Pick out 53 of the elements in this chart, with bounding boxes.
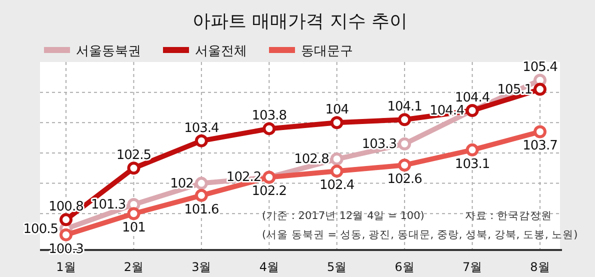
x-tick-label: 2월	[124, 260, 144, 274]
data-label: 104	[325, 102, 349, 118]
data-label: 103.7	[522, 138, 558, 154]
point	[60, 213, 72, 226]
data-label: 101.3	[90, 198, 126, 213]
x-tick-label: 1월	[56, 260, 76, 274]
legend-label: 서울동북권	[76, 44, 141, 59]
legend-label: 서울전체	[195, 44, 247, 59]
point	[127, 162, 140, 175]
point	[60, 228, 72, 242]
data-label: 105.1	[497, 82, 532, 98]
x-tick-label: 5월	[327, 260, 347, 274]
data-label: 103.3	[362, 136, 397, 152]
point	[534, 82, 546, 96]
point	[398, 158, 412, 172]
point	[398, 113, 412, 126]
point	[194, 176, 208, 190]
data-label: 102.6	[387, 172, 422, 188]
annotation: (기준 : 2017년 12월 4일 = 100)	[262, 210, 424, 222]
data-label: 103.4	[184, 120, 220, 136]
point	[127, 207, 140, 220]
point	[194, 188, 208, 202]
point	[534, 125, 546, 138]
x-tick-label: 7월	[462, 260, 482, 274]
data-label: 104.4	[454, 90, 490, 106]
data-label: 102.8	[294, 152, 330, 168]
x-tick-label: 8월	[530, 260, 550, 274]
point	[330, 152, 344, 166]
x-tick-label: 3월	[192, 260, 212, 274]
data-label: 100.5	[23, 222, 58, 237]
data-label: 102	[170, 176, 194, 192]
point	[330, 116, 344, 130]
point	[262, 122, 276, 136]
data-label: 103.8	[252, 108, 287, 124]
x-tick-label: 4월	[259, 260, 279, 274]
data-label: 105.4	[522, 60, 558, 76]
chart-title: 아파트 매매가격 지수 추이	[192, 11, 408, 32]
point	[194, 134, 208, 148]
data-label: 102.2	[226, 170, 262, 186]
point	[330, 164, 344, 178]
point	[466, 143, 479, 156]
data-label: 102.2	[252, 184, 286, 200]
annotation: 자료 : 한국감정원	[464, 210, 552, 222]
data-label: 103.1	[454, 156, 490, 172]
annotation: (서울 동북권 = 성동, 광진, 동대문, 중랑, 성북, 강북, 도봉, 노원)	[262, 229, 578, 241]
data-label: 101	[122, 220, 146, 236]
legend-label: 동대문구	[301, 44, 353, 59]
point	[398, 137, 412, 150]
data-label: 104.1	[387, 100, 422, 115]
data-label: 102.4	[320, 178, 354, 194]
x-tick-label: 6월	[394, 260, 414, 274]
data-label: 101.6	[184, 202, 220, 218]
data-label: 102.5	[116, 148, 152, 164]
